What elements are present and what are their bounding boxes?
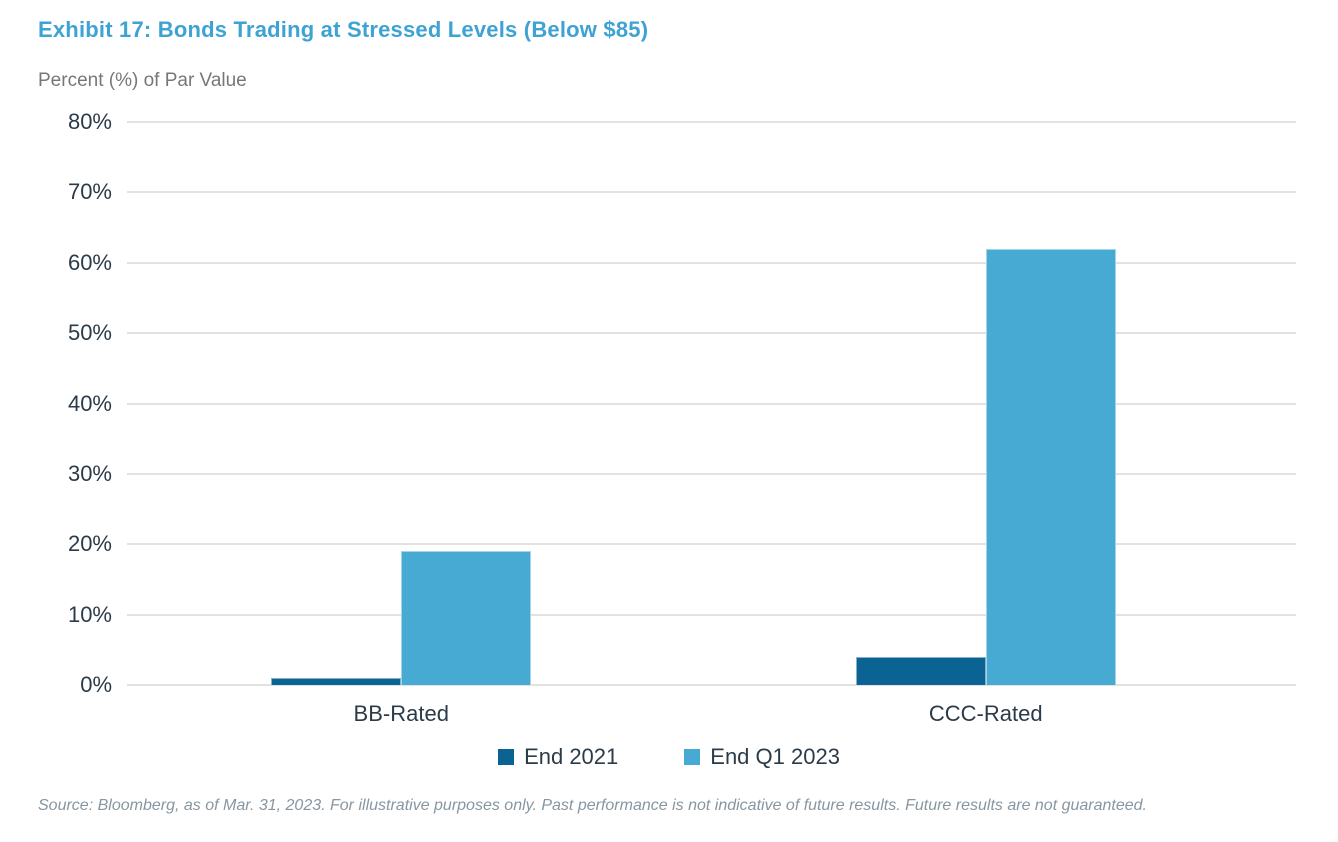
gridline (127, 543, 1296, 546)
category-label-ccc-rated: CCC-Rated (928, 701, 1043, 726)
y-tick-label: 30% (67, 460, 112, 486)
gridline (127, 613, 1296, 616)
plot-area (127, 121, 1296, 686)
legend-swatch-end-2021 (498, 749, 515, 765)
y-axis-caption: Percent (%) of Par Value (38, 70, 247, 91)
legend-item-end-2021: End 2021 (498, 744, 618, 770)
y-tick-label: 60% (67, 249, 112, 275)
x-axis-labels: BB-Rated CCC-Rated (127, 701, 1296, 727)
bar-group-ccc-rated (694, 122, 1279, 685)
y-tick-label: 10% (67, 601, 112, 627)
bar-end-q1-2023-ccc-rated (985, 248, 1116, 685)
bar-end-2021-bb-rated (271, 677, 402, 685)
chart-title: Exhibit 17: Bonds Trading at Stressed Le… (38, 17, 649, 42)
bar-groups (127, 122, 1296, 685)
bar-end-2021-ccc-rated (855, 656, 986, 685)
y-axis-labels: 80% 70% 60% 50% 40% 30% 20% 10% 0% (0, 109, 112, 697)
gridline (127, 402, 1296, 405)
source-note: Source: Bloomberg, as of Mar. 31, 2023. … (38, 797, 1147, 814)
gridline (127, 472, 1296, 475)
y-tick-label: 50% (67, 320, 112, 346)
gridline (127, 191, 1296, 194)
legend-label: End 2021 (524, 744, 619, 769)
y-tick-label: 20% (67, 531, 112, 557)
legend: End 2021 End Q1 2023 (0, 744, 1338, 770)
legend-swatch-end-q1-2023 (684, 749, 701, 765)
gridline (127, 261, 1296, 264)
y-tick-label: 0% (80, 672, 112, 697)
bar-chart: 80% 70% 60% 50% 40% 30% 20% 10% 0% BB-Rated CCC-R… (0, 109, 1338, 726)
y-tick-label: 70% (67, 179, 112, 205)
y-tick-label: 40% (67, 390, 112, 416)
bar-group-bb-rated (109, 122, 694, 685)
gridline (127, 684, 1296, 686)
category-label-bb-rated: BB-Rated (353, 701, 449, 726)
gridline (127, 121, 1296, 123)
gridline (127, 332, 1296, 335)
legend-item-end-q1-2023: End Q1 2023 (684, 744, 840, 770)
legend-label: End Q1 2023 (710, 744, 840, 769)
bar-end-q1-2023-bb-rated (401, 551, 532, 685)
y-tick-label: 80% (67, 109, 112, 134)
